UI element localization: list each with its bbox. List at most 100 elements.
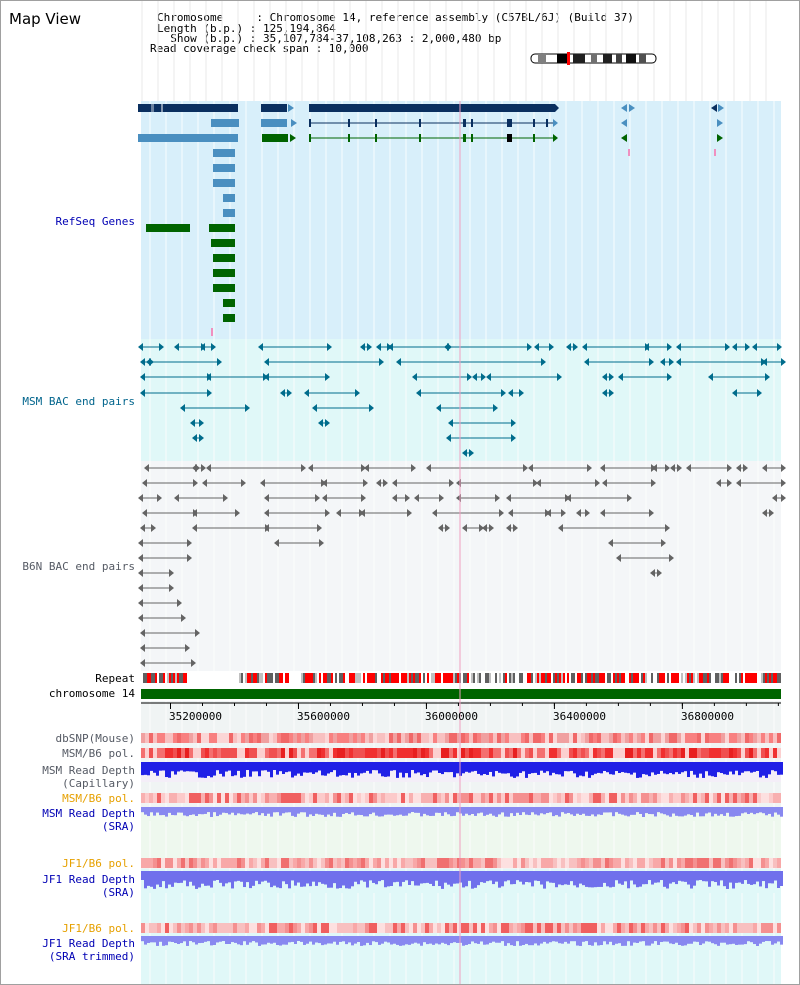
repeat-stripe [697,673,699,683]
heat-cell [521,923,525,933]
depth-bar [684,762,687,772]
depth-bar [444,871,447,883]
msm-bac-pair-features[interactable] [138,343,786,457]
bac-end-marker [523,464,528,472]
bac-end-marker [174,494,179,502]
jf1-sra-depth-label: JF1 Read Depth [42,873,135,886]
depth-bar [513,871,516,885]
depth-bar [558,807,561,817]
depth-bar [465,936,468,945]
heat-cell [569,733,573,743]
heat-cell [221,793,225,803]
heat-cell [217,748,221,758]
heat-cell [177,793,181,803]
depth-bar [399,807,402,815]
depth-bar [300,807,303,813]
repeat-stripe [553,673,555,683]
depth-bar [285,762,288,773]
depth-bar [489,871,492,881]
depth-bar [588,807,591,816]
heat-cell [273,793,277,803]
heat-cell [569,748,573,758]
heat-cell [689,858,693,868]
heat-cell [657,733,661,743]
heat-cell [249,793,253,803]
heat-cell [557,748,561,758]
heat-cell [325,733,329,743]
msm-bac-track-label[interactable]: MSM BAC end pairs [22,395,135,408]
depth-bar [207,807,210,813]
bac-end-marker [138,539,143,547]
repeat-stripe [269,673,271,683]
refseq-gene-features[interactable] [138,104,724,336]
depth-bar [555,762,558,775]
depth-bar [273,871,276,886]
depth-bar [744,762,747,772]
depth-bar [411,936,414,944]
depth-bar [573,871,576,886]
heat-cell [577,858,581,868]
depth-bar [198,936,201,944]
refseq-track-label[interactable]: RefSeq Genes [55,215,135,228]
depth-bar [351,936,354,946]
heat-cell [505,733,509,743]
bac-end-marker [752,343,757,351]
repeat-stripe [329,673,331,683]
depth-bar [321,936,324,946]
depth-bar [750,936,753,943]
heat-cell [241,733,245,743]
repeat-stripe [659,673,661,683]
heat-cell [429,923,433,933]
heat-cell [405,733,409,743]
depth-bar [441,762,444,775]
heat-cell [165,858,169,868]
heat-cell [185,923,189,933]
heat-cell [649,733,653,743]
heat-cell [725,923,729,933]
depth-bar [357,871,360,885]
repeat-stripe [353,673,355,683]
repeat-stripe [571,673,573,683]
heat-cell [201,733,205,743]
heat-cell [593,858,597,868]
depth-bar [669,871,672,884]
heat-cell [325,748,329,758]
depth-bar [576,762,579,778]
depth-bar [717,871,720,886]
repeat-stripe [415,673,417,683]
b6n-bac-pair-features[interactable] [138,464,786,667]
heat-cell [765,733,769,743]
depth-bar [297,762,300,774]
repeat-stripe [433,673,435,683]
heat-cell [609,733,613,743]
bac-end-marker [649,358,654,366]
heat-cell [429,858,433,868]
depth-bar [534,936,537,944]
depth-bar [216,871,219,881]
depth-bar [720,807,723,815]
depth-bar [366,936,369,943]
repeat-stripe [443,673,445,683]
depth-bar [774,871,777,881]
depth-bar [156,807,159,813]
repeat-stripe [383,673,385,683]
heat-cell [437,748,441,758]
heat-cell [161,733,165,743]
heat-cell [405,748,409,758]
heat-cell [581,923,585,933]
depth-bar [186,807,189,817]
heat-cell [461,748,465,758]
b6n-bac-track-label[interactable]: B6N BAC end pairs [22,560,135,573]
heat-cell [393,748,397,758]
heat-cell [709,858,713,868]
repeat-stripe [489,673,491,683]
depth-bar [285,871,288,885]
heat-cell [645,748,649,758]
depth-bar [303,936,306,945]
heat-cell [329,923,333,933]
depth-bar [498,871,501,888]
depth-bar [771,807,774,817]
heat-cell [381,748,385,758]
depth-bar [546,807,549,814]
